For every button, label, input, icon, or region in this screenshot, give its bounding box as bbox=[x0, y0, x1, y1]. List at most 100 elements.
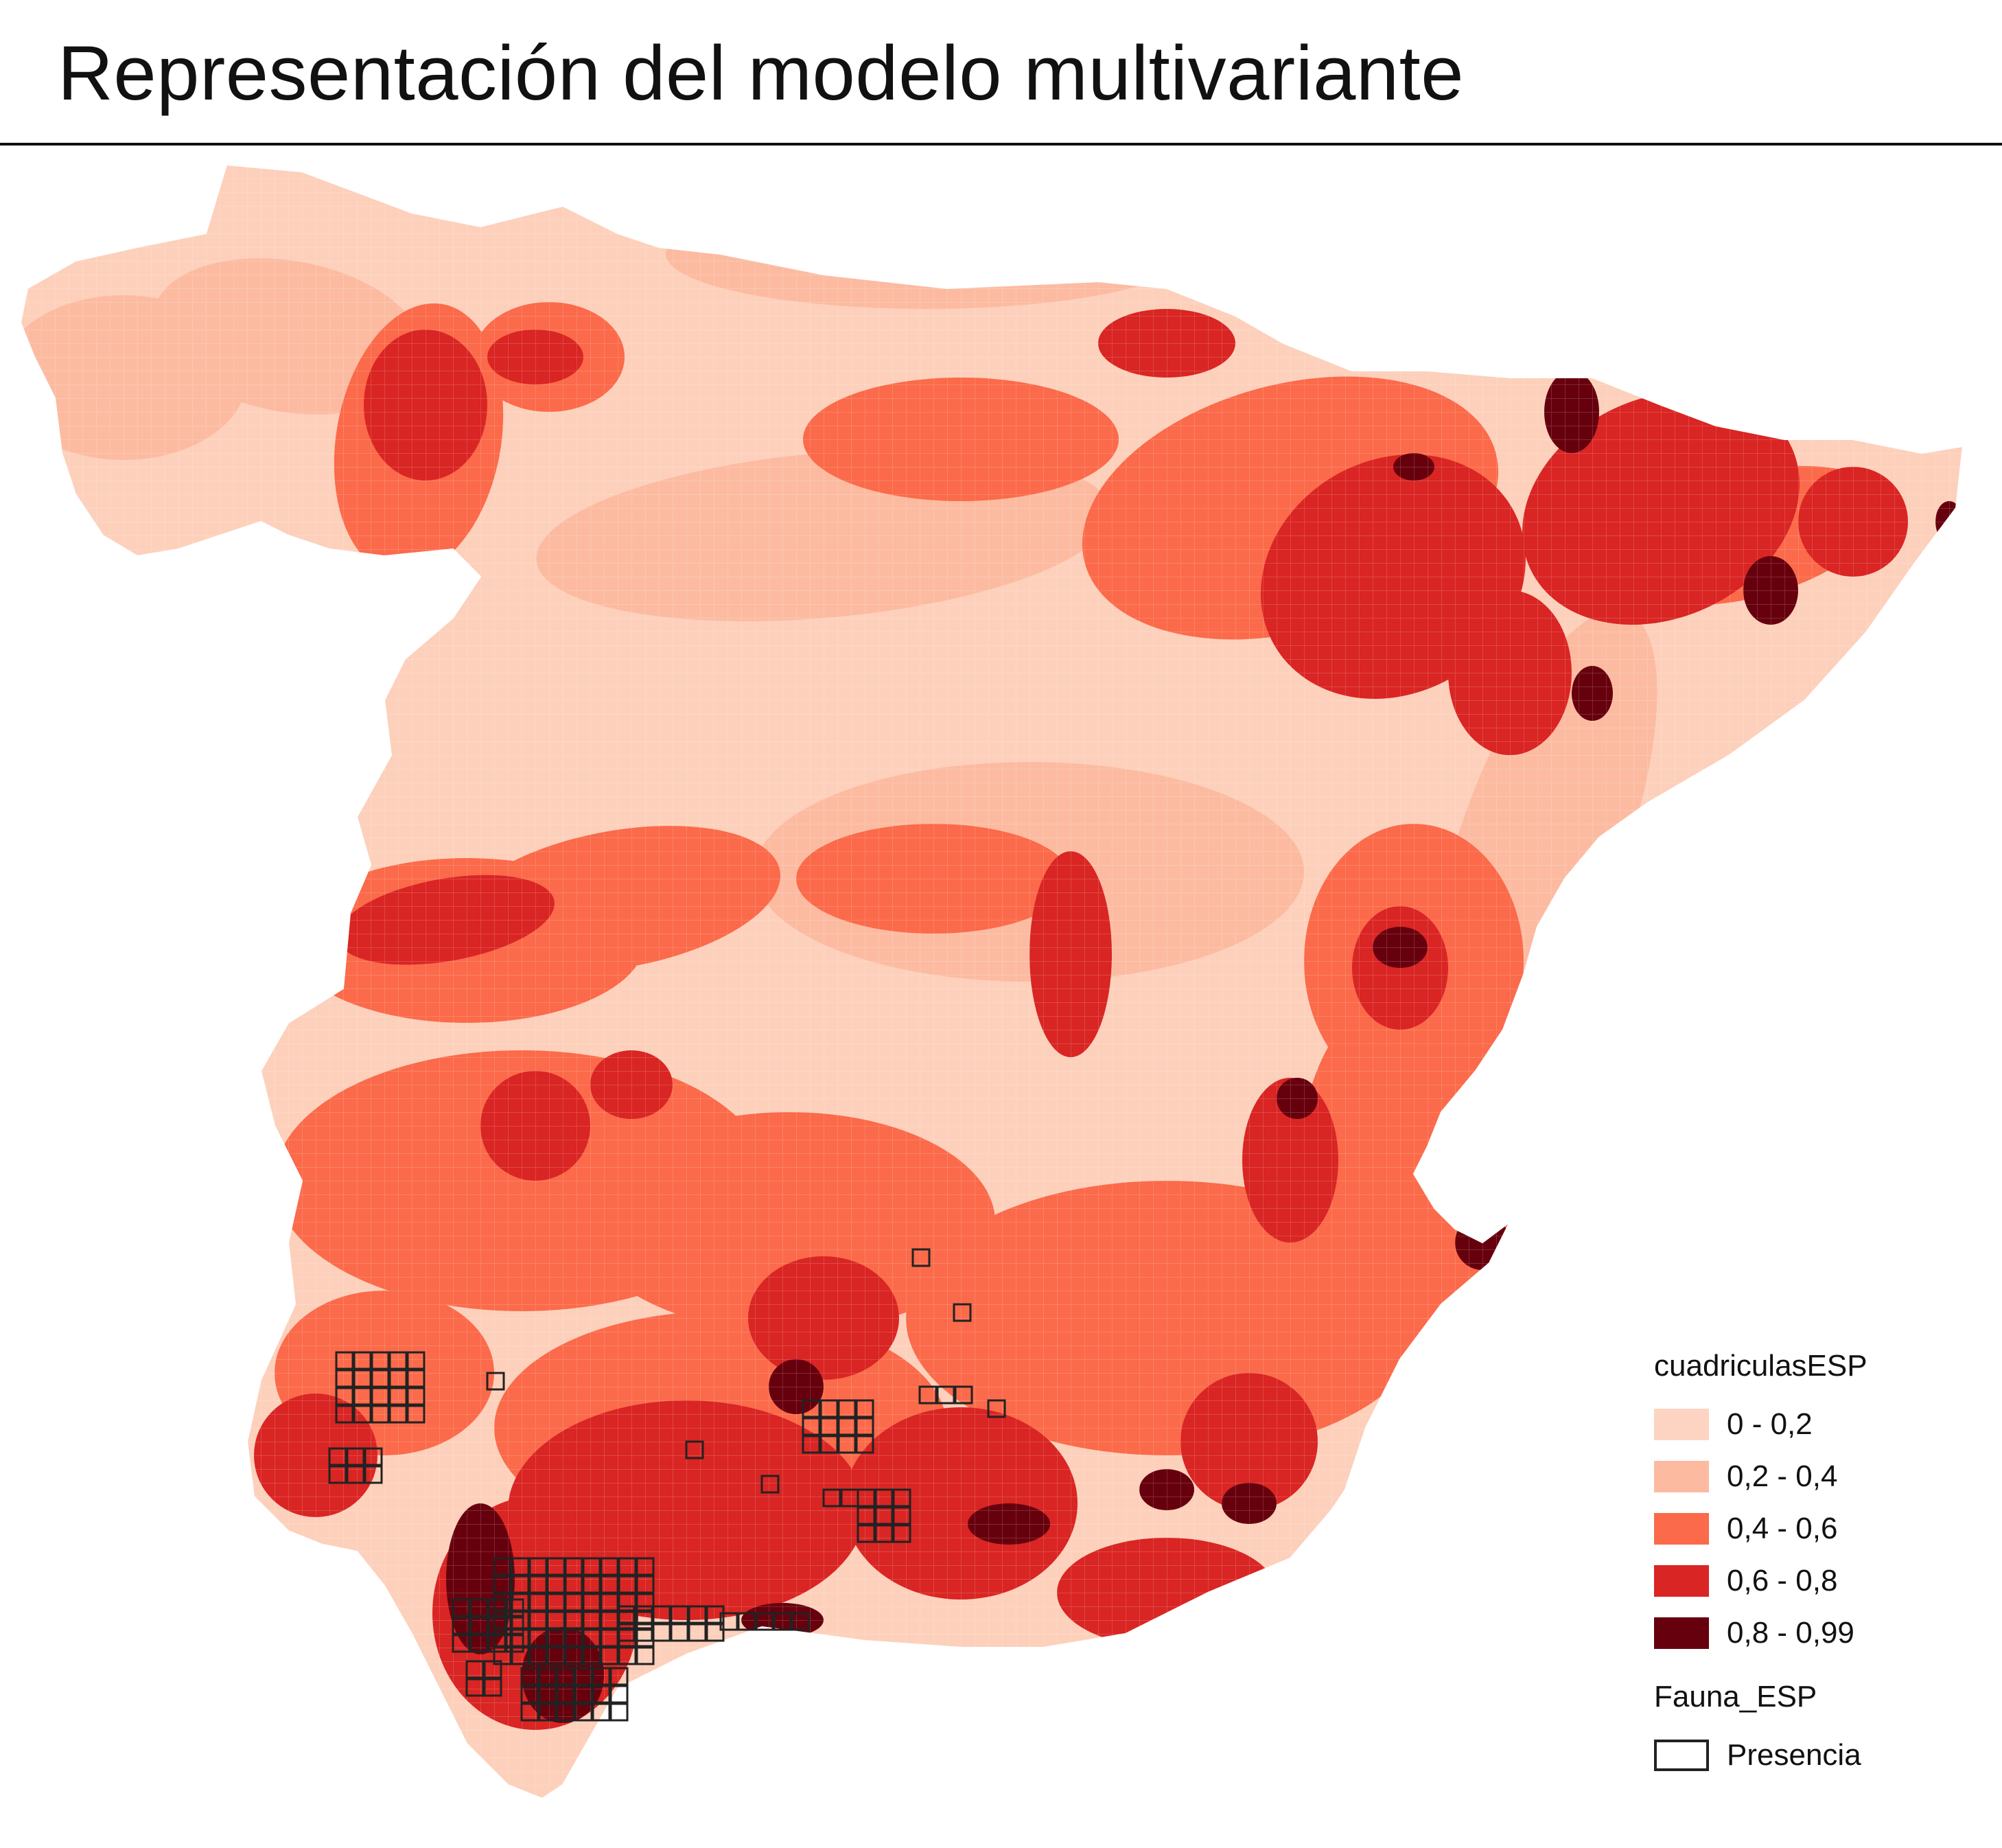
map-legend: cuadriculasESP 0 - 0,2 0,2 - 0,4 0,4 - 0… bbox=[1654, 1349, 1977, 1781]
presence-cell bbox=[616, 1623, 636, 1642]
presence-cell bbox=[511, 1557, 530, 1576]
presence-cell bbox=[406, 1405, 426, 1424]
presence-cell bbox=[616, 1605, 636, 1624]
presence-cell bbox=[328, 1447, 347, 1466]
legend-label-class-2: 0,2 - 0,4 bbox=[1727, 1459, 1838, 1493]
presence-cell bbox=[520, 1667, 539, 1686]
presence-cell bbox=[406, 1369, 426, 1388]
presence-cell bbox=[556, 1685, 575, 1704]
presence-cell bbox=[487, 1634, 507, 1653]
presence-cell bbox=[546, 1628, 566, 1648]
presence-cell bbox=[582, 1593, 601, 1612]
presence-cell bbox=[582, 1610, 601, 1630]
legend-swatch-class-5 bbox=[1654, 1617, 1709, 1649]
presence-cell bbox=[574, 1702, 593, 1722]
presence-cell bbox=[953, 1303, 972, 1322]
presence-cell bbox=[670, 1605, 689, 1624]
presence-cell bbox=[486, 1372, 505, 1391]
presence-cell bbox=[388, 1369, 408, 1388]
presence-cell bbox=[493, 1628, 512, 1648]
presence-cell bbox=[538, 1685, 557, 1704]
presence-cell bbox=[582, 1575, 601, 1594]
presence-cell bbox=[528, 1593, 548, 1612]
presence-cell bbox=[546, 1593, 566, 1612]
presence-cell bbox=[528, 1575, 548, 1594]
presence-cell bbox=[371, 1405, 390, 1424]
presence-cell bbox=[636, 1557, 655, 1576]
presence-cell bbox=[452, 1634, 471, 1653]
presence-cell bbox=[755, 1612, 774, 1631]
presence-cell bbox=[911, 1248, 931, 1267]
legend-swatch-class-2 bbox=[1654, 1461, 1709, 1492]
presence-cell bbox=[855, 1435, 874, 1454]
presence-cell bbox=[954, 1385, 973, 1405]
presence-cell bbox=[556, 1667, 575, 1686]
presence-cell bbox=[528, 1646, 548, 1665]
presence-cell bbox=[685, 1440, 704, 1459]
presence-cell bbox=[469, 1616, 489, 1635]
presence-cell bbox=[483, 1678, 502, 1697]
presence-cell bbox=[600, 1575, 619, 1594]
presence-cell bbox=[371, 1387, 390, 1406]
presence-cell bbox=[688, 1605, 707, 1624]
presence-cell bbox=[335, 1405, 354, 1424]
presence-cell bbox=[857, 1506, 876, 1525]
presence-cell bbox=[511, 1610, 530, 1630]
presence-cell bbox=[636, 1575, 655, 1594]
presence-cell bbox=[520, 1702, 539, 1722]
presence-cell bbox=[592, 1702, 611, 1722]
presence-cell bbox=[452, 1598, 471, 1617]
presence-cell bbox=[574, 1667, 593, 1686]
presence-cell bbox=[592, 1685, 611, 1704]
spain-map[interactable] bbox=[0, 151, 2002, 1848]
presence-cell bbox=[918, 1385, 938, 1405]
presence-cell bbox=[483, 1660, 502, 1679]
presence-cell bbox=[837, 1435, 857, 1454]
presence-cell bbox=[346, 1465, 365, 1484]
presence-cell bbox=[706, 1605, 725, 1624]
legend-swatch-class-1 bbox=[1654, 1409, 1709, 1440]
presence-cell bbox=[837, 1399, 857, 1418]
presence-cell bbox=[469, 1598, 489, 1617]
legend-item-class-3: 0,4 - 0,6 bbox=[1654, 1503, 1977, 1555]
presence-cell bbox=[592, 1667, 611, 1686]
presence-cell bbox=[819, 1435, 839, 1454]
presence-cell bbox=[528, 1628, 548, 1648]
presence-cell bbox=[388, 1387, 408, 1406]
presence-cell bbox=[636, 1646, 655, 1665]
presence-cell bbox=[600, 1557, 619, 1576]
presence-cell bbox=[564, 1628, 583, 1648]
presence-cell bbox=[364, 1447, 383, 1466]
legend-item-presence: Presencia bbox=[1654, 1729, 1977, 1781]
presence-cell bbox=[652, 1605, 671, 1624]
presence-cell bbox=[688, 1623, 707, 1642]
presence-cell bbox=[618, 1557, 637, 1576]
presence-cell bbox=[564, 1593, 583, 1612]
presence-cell bbox=[600, 1646, 619, 1665]
presence-cell bbox=[564, 1646, 583, 1665]
presence-cell bbox=[802, 1435, 821, 1454]
presence-cell bbox=[634, 1605, 653, 1624]
presence-cell bbox=[353, 1369, 372, 1388]
presence-cell bbox=[406, 1351, 426, 1370]
presence-cell bbox=[487, 1598, 507, 1617]
presence-cell bbox=[892, 1506, 911, 1525]
presence-cell bbox=[487, 1616, 507, 1635]
presence-cell bbox=[564, 1557, 583, 1576]
presence-cell bbox=[511, 1575, 530, 1594]
presence-cell bbox=[819, 1417, 839, 1436]
presence-cell bbox=[874, 1488, 894, 1508]
presence-cell bbox=[857, 1524, 876, 1543]
presence-cell bbox=[511, 1593, 530, 1612]
map-canvas[interactable] bbox=[0, 151, 2002, 1848]
presence-cell bbox=[346, 1447, 365, 1466]
legend-label-presence: Presencia bbox=[1727, 1738, 1861, 1772]
presence-cell bbox=[618, 1646, 637, 1665]
legend-label-class-1: 0 - 0,2 bbox=[1727, 1407, 1813, 1441]
presence-cell bbox=[406, 1387, 426, 1406]
presence-cell bbox=[465, 1678, 485, 1697]
presence-cell bbox=[609, 1702, 629, 1722]
presence-cell bbox=[582, 1646, 601, 1665]
legend-layer2-title: Fauna_ESP bbox=[1654, 1680, 1817, 1713]
presence-cell bbox=[936, 1385, 955, 1405]
